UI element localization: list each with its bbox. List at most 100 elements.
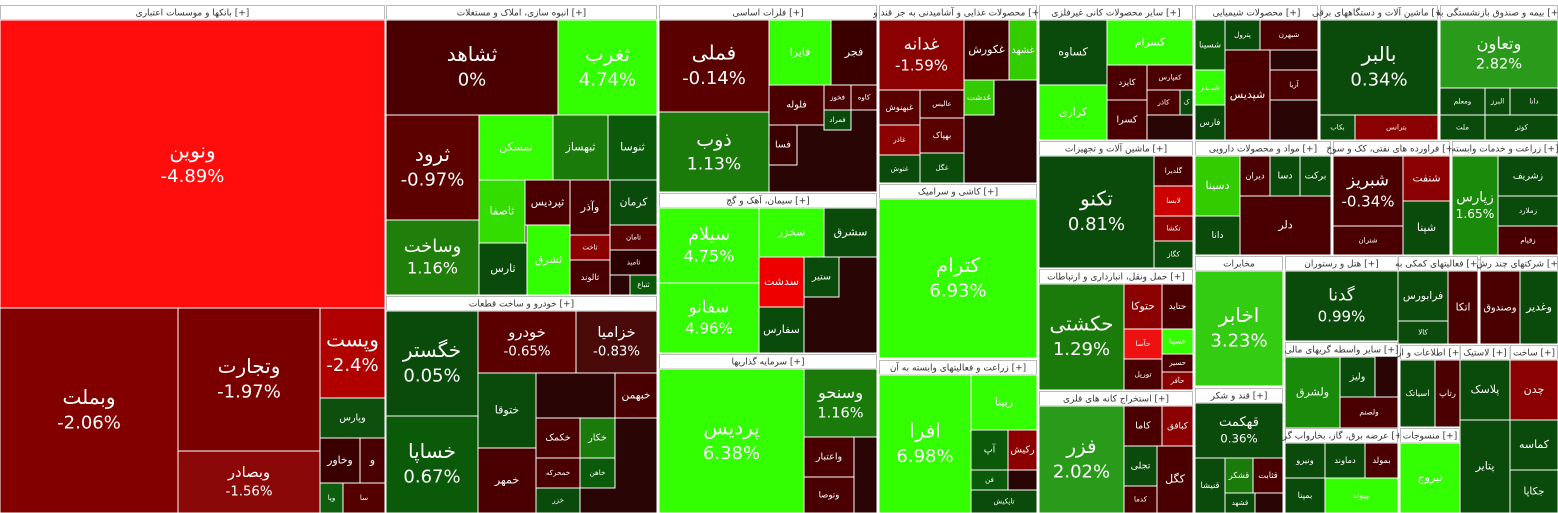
sector-title: ساخت [+] (1513, 349, 1555, 359)
tile (1008, 19, 1038, 81)
tile-name: شبریز (1346, 171, 1389, 190)
tile-name: ولشرق (1296, 386, 1329, 399)
tile (319, 307, 386, 399)
tile-change: 4.75% (683, 247, 734, 266)
tile (658, 111, 770, 193)
tile-name: فسا (775, 140, 791, 151)
tile (1509, 469, 1558, 513)
sector-title: کاشی و سرامیک [+] (918, 188, 998, 198)
tile-change: -0.83% (593, 345, 640, 360)
sector-title: مواد و محصولات دارویی [+] (1209, 145, 1317, 155)
tile (1146, 89, 1181, 116)
tile-name: بمپنا (1298, 490, 1313, 500)
tile-name: کدما (1134, 496, 1148, 504)
tile (177, 450, 321, 513)
sector-title: فلزات اساسی [+] (732, 9, 803, 19)
tile-name: حتوکا (1131, 300, 1155, 313)
tile-change: 0.36% (1220, 432, 1257, 446)
tile-name: زقیام (1520, 237, 1535, 245)
tile-name: ثاصفا (490, 205, 515, 218)
tile-name: آپ (984, 443, 996, 456)
tile (177, 307, 321, 452)
tile (1161, 371, 1194, 391)
tile-change: -2.06% (57, 413, 121, 434)
tile-name: چدن (1524, 383, 1545, 396)
tile (1484, 87, 1511, 116)
tile-name: خبهمن (621, 389, 650, 402)
tile-name: سشرق (834, 226, 868, 239)
tile (803, 368, 878, 438)
tile-name: ثالوند (581, 272, 600, 282)
tile-change: 3.23% (1210, 331, 1267, 352)
tile-name: قثابت (1258, 470, 1278, 480)
tile-change: -0.65% (504, 345, 551, 360)
tile (1319, 19, 1439, 116)
sector-title: لاستیک [+] (1463, 349, 1507, 359)
tile-name: کفپارس (1158, 74, 1182, 82)
tile (963, 79, 995, 116)
tile (0, 307, 179, 513)
tile (1194, 69, 1226, 106)
tile-change: 2.02% (1053, 462, 1110, 483)
tile-name: غگل (935, 163, 948, 172)
tile-name: خکمک (545, 433, 570, 444)
tile-name: خودرو (507, 324, 546, 341)
tile (385, 415, 479, 513)
tile-name: آریا (1289, 79, 1300, 89)
tile-change: 0.99% (1318, 307, 1366, 325)
tile (569, 259, 611, 296)
tile-name: اسیاتک (1405, 388, 1429, 398)
tile-name: کسرام (1135, 36, 1166, 49)
tile (1439, 19, 1558, 89)
tile-name: غدانه (904, 35, 940, 54)
tile (1123, 283, 1163, 330)
tile-name: وبملت (62, 385, 115, 409)
tile-name: کگل (1165, 473, 1185, 486)
tile (1339, 356, 1376, 398)
sector-title: قند و شکر [+] (1210, 392, 1268, 402)
tile-name: بهپاک (933, 130, 952, 140)
tile-name: خگستر (402, 338, 461, 362)
tile (1284, 477, 1326, 513)
tile-name: تورپل (1134, 370, 1151, 379)
tile-name: دانا (1211, 230, 1223, 241)
tile-name: کماسه (1519, 438, 1550, 451)
tile-name: گدنا (1328, 286, 1354, 305)
tile-change: -0.34% (1341, 192, 1394, 210)
tile-name: وتجارت (218, 354, 281, 378)
tile (1194, 215, 1241, 256)
tile-name: اخابر (1218, 303, 1260, 327)
tile-name: ولیز (1349, 372, 1366, 383)
tile (1224, 19, 1261, 51)
tile (385, 114, 480, 221)
tile-name: خاهن (590, 468, 606, 477)
tile-name: پلاسک (1471, 383, 1500, 396)
tile (319, 482, 344, 513)
tile (1332, 225, 1404, 256)
sector-title: سیمان، آهک و گچ [+] (726, 195, 809, 207)
tile-name: دماوند (1334, 455, 1356, 465)
tile-name: ثامید (627, 259, 641, 267)
tile-name: کترام (936, 253, 981, 277)
tile (385, 219, 480, 296)
tile-name: ک (1183, 99, 1190, 107)
tile-name: فارس (1200, 117, 1221, 127)
sector-title: زراعت و فعالیتهای وابسته به آن [+] (890, 362, 1026, 374)
tile-name: کاذر (1157, 99, 1171, 107)
sector-title: سایر محصولات کانی غیرفلزی [+] (1051, 9, 1180, 19)
tile (850, 84, 878, 111)
tile-name: کسرا (1117, 115, 1138, 126)
tile-name: قشهد (1232, 499, 1249, 507)
tile-name: کوثر (1514, 124, 1528, 132)
tile (477, 447, 537, 513)
sector-title: شرکتهای چند رش [+] (1477, 260, 1558, 270)
tile (385, 310, 479, 417)
tile-name: ونیرو (1295, 455, 1313, 465)
tile-name: فایرا (790, 46, 811, 59)
tile-name: ثشرق (535, 253, 562, 266)
tile-name: غاذر (892, 135, 906, 144)
tile-change: -2.4% (326, 355, 378, 376)
tile-name: زشریف (1513, 171, 1544, 182)
tile-name: قنیشا (1200, 480, 1219, 490)
tile (609, 224, 658, 251)
